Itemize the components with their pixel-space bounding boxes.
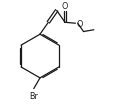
Text: O: O [76,19,82,28]
Text: O: O [62,2,68,11]
Text: Br: Br [29,91,38,100]
